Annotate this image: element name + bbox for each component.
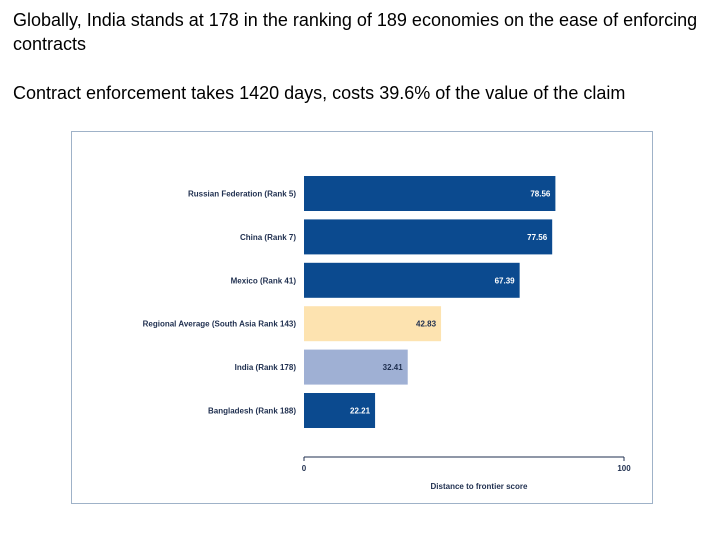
bar-chart: Russian Federation (Rank 5) 78.56 China (R… [143,176,631,491]
bar-5 [304,393,376,428]
x-tick-label: 0 [302,464,307,473]
bar-4 [304,349,408,385]
chart-panel: Russian Federation (Rank 5) 78.56 China (R… [71,131,653,504]
category-label: China (Rank 7) [240,233,296,242]
value-label: 42.83 [416,320,437,329]
slide-headline: Globally, India stands at 178 in the ran… [13,10,698,54]
bar-3 [304,306,442,342]
category-label: Bangladesh (Rank 188) [208,407,296,416]
bar-2 [304,262,520,298]
x-tick-label: 100 [617,464,631,473]
category-label: Regional Average (South Asia Rank 143) [143,320,297,329]
x-axis-title: Distance to frontier score [431,482,528,491]
value-label: 32.41 [383,363,404,372]
category-label: Mexico (Rank 41) [231,276,297,285]
bar-1 [304,219,553,255]
slide-subline: Contract enforcement takes 1420 days, co… [13,83,626,103]
value-label: 78.56 [530,190,551,199]
category-label: Russian Federation (Rank 5) [188,190,296,199]
bar-0 [304,176,556,211]
category-label: India (Rank 178) [235,363,297,372]
value-label: 77.56 [527,233,548,242]
value-label: 22.21 [350,407,371,416]
value-label: 67.39 [495,276,516,285]
